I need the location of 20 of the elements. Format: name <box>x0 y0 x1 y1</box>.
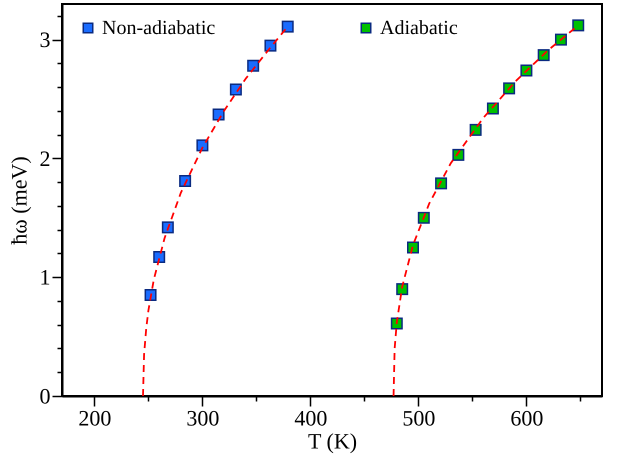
legend-label: Non-adiabatic <box>102 17 216 39</box>
point <box>282 20 294 33</box>
legend-label: Adiabatic <box>380 17 458 39</box>
point <box>153 251 166 264</box>
y-tick-label: 0 <box>40 384 50 408</box>
y-tick-label: 1 <box>40 264 50 290</box>
point <box>390 318 403 330</box>
point <box>572 19 584 32</box>
y-axis-title: ħω (meV) <box>6 156 32 245</box>
point <box>212 108 225 120</box>
x-tick-label: 400 <box>294 406 328 430</box>
point <box>396 283 408 296</box>
y-tick-label: 2 <box>40 146 50 171</box>
y-tick-label: 3 <box>40 27 50 52</box>
x-tick-label: 200 <box>78 406 112 430</box>
x-axis-title: T (K) <box>308 428 358 454</box>
x-tick-label: 600 <box>510 406 544 430</box>
point <box>247 60 260 72</box>
x-tick-label: 300 <box>186 406 220 430</box>
x-tick-label: 500 <box>402 406 436 430</box>
